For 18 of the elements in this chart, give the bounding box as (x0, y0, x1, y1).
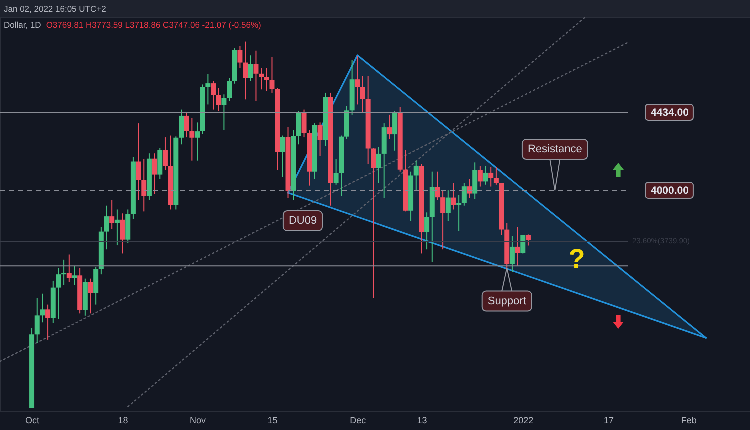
x-tick-label: Feb (681, 416, 697, 426)
x-tick-label: 2022 (514, 416, 534, 426)
text: Jan 02, 2022 16:05 UTC+2 (4, 4, 107, 14)
x-tick-label: Nov (190, 416, 207, 426)
x-tick-label: 17 (604, 416, 614, 426)
annotation: DU09 (288, 215, 318, 227)
y-tick-label: 4000.00 (651, 185, 690, 198)
x-tick-label: Dec (350, 416, 367, 426)
x-tick-label: 18 (118, 416, 128, 426)
annotation: ? (568, 244, 586, 274)
x-tick-label: 15 (268, 416, 278, 426)
y-tick-label: 4434.00 (651, 107, 690, 120)
x-tick-label: 13 (417, 416, 428, 426)
annotation: Dollar, 1D (4, 20, 42, 30)
annotation: Resistance (528, 144, 582, 156)
annotation: O3769.81 H3773.59 L3718.86 C3747.06 -21.07 (-0.56%) (46, 20, 262, 30)
x-tick-label: Oct (26, 416, 40, 426)
annotation: Support (488, 295, 526, 308)
